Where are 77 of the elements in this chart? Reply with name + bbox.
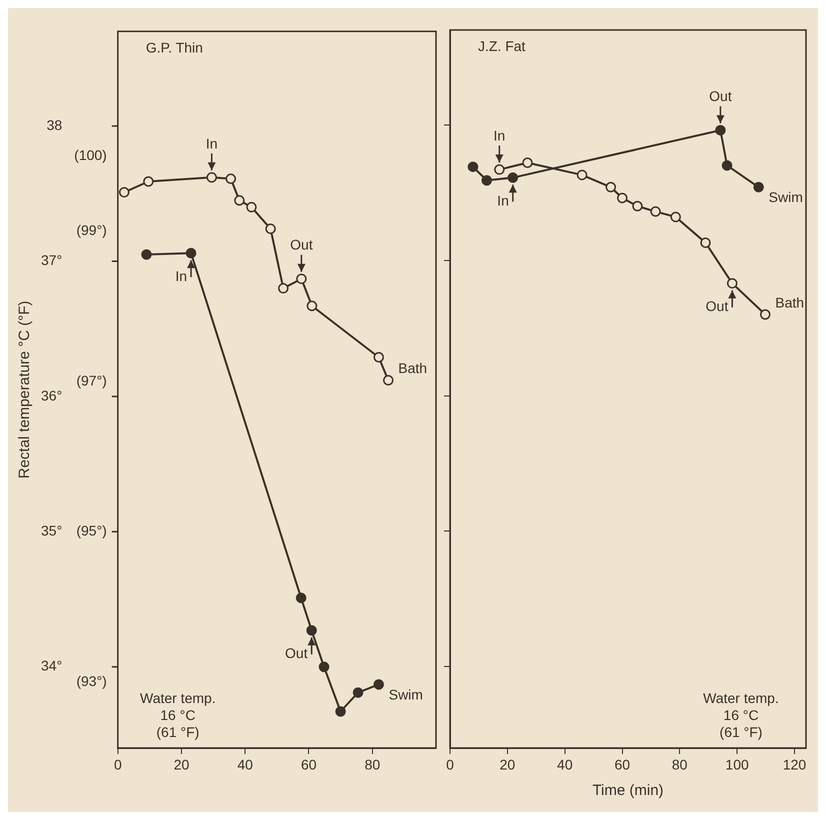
annotation: Out [290,236,313,253]
annotation: In [497,192,509,209]
point [606,182,616,192]
y-tick-label: 34° [41,658,62,674]
annotation: Out [706,298,728,314]
series-label: Bath [775,294,804,310]
y2-tick-label: (99°) [76,222,107,238]
annotation: Out [285,645,308,662]
y-tick-label: 37° [41,252,62,268]
y-tick-label: 38 [46,116,62,133]
point [318,662,330,672]
point [508,172,518,183]
point [632,200,643,212]
point [670,212,681,222]
y-tick-label: 36° [41,387,62,404]
point [715,125,726,136]
x-tick-label: 0 [114,756,122,772]
point [726,278,738,289]
x-tick-label: 20 [174,756,190,772]
point [246,202,257,212]
point [265,224,276,234]
point [226,174,236,184]
point [468,162,478,172]
point [143,176,154,187]
y2-tick-label: (95°) [76,522,107,539]
text: J.Z. Fat [478,38,526,54]
annotation: In [206,135,218,152]
annotation: In [494,127,506,144]
y2-tick-label: (100) [74,146,107,163]
x-tick-label: 100 [725,756,749,772]
point [352,687,364,698]
point [522,158,533,168]
point [753,182,764,192]
x-tick-label: 40 [237,756,254,772]
x-axis-title: Time (min) [592,782,664,800]
point [186,248,196,258]
series-label: Bath [398,360,428,376]
point [306,625,317,636]
x-tick-label: 20 [500,756,516,772]
point [335,706,346,717]
x-tick-label: 80 [364,756,380,772]
point [760,309,770,320]
point [296,592,306,604]
point [141,249,152,260]
x-tick-label: 60 [614,756,630,772]
point [482,175,492,186]
point [576,170,588,180]
x-tick-label: 120 [782,756,806,772]
point [617,192,628,204]
y2-tick-label: (93°) [76,672,107,689]
point [494,164,505,175]
point [722,160,732,171]
point [278,283,289,294]
point [650,206,661,217]
x-tick-label: 0 [446,756,454,772]
annotation: Water temp. 16 °C (61 °F) [140,690,216,740]
point [296,274,307,284]
series-label: Swim [768,189,803,206]
x-tick-label: 80 [672,756,688,772]
y2-tick-label: (97°) [76,372,107,388]
point [306,300,318,312]
point [373,352,384,362]
text: G.P. Thin [146,39,203,56]
annotation: Out [709,88,732,104]
series-label: Swim [388,686,423,702]
annotation: In [175,268,188,284]
x-tick-label: 60 [300,756,317,772]
x-tick-label: 40 [557,756,573,772]
annotation: Water temp. 16 °C (61 °F) [703,690,779,740]
point [700,237,711,248]
point [373,679,384,690]
y-tick-label: 35° [41,522,62,539]
y-axis-title: Rectal temperature °C (°F) [16,300,34,479]
point [383,374,394,386]
point [118,187,130,198]
point [206,172,217,183]
point [234,195,245,206]
